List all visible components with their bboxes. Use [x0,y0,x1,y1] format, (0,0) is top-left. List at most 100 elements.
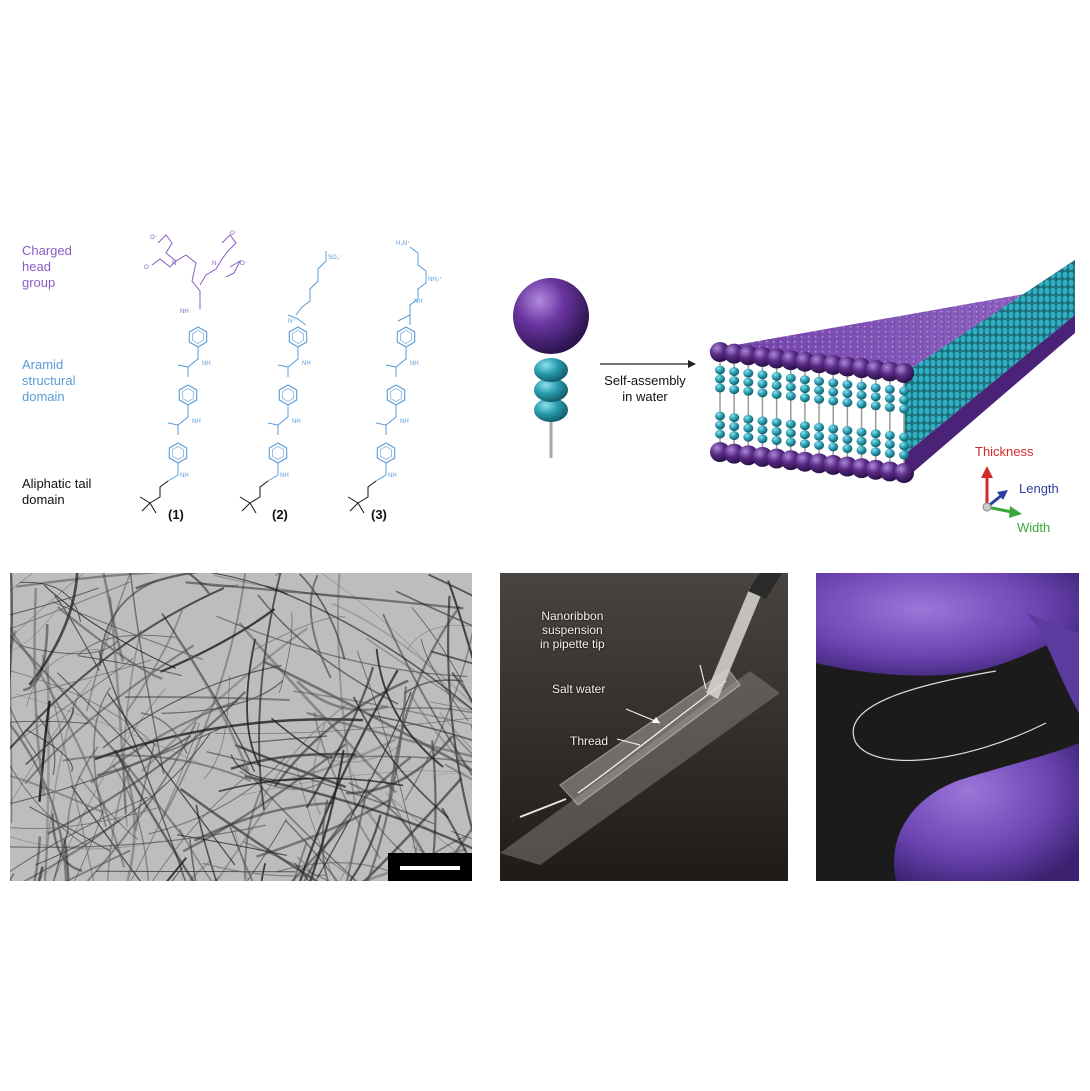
nanoribbon-fiber [238,770,327,790]
ribbon-bead [785,373,796,383]
nanoribbon-fiber [99,579,158,666]
ribbon-bead [743,414,754,424]
ribbon-bead [870,447,881,457]
nanoribbon-fiber [283,738,397,783]
atom-label: N⁺ [288,318,296,325]
nanoribbon-fiber [395,590,472,627]
nanoribbon-fiber [20,640,119,655]
atom-label: N [212,261,216,267]
nanoribbon-fiber [93,687,111,828]
nanoribbon-fiber [66,746,99,830]
pipette-tip [706,587,762,699]
ribbon-bead [828,433,839,443]
nanoribbon-fiber [387,605,461,809]
nanoribbon-fiber [112,764,150,881]
axes-indicator [981,466,1022,518]
atom-label: NH [192,419,201,425]
ribbon-bead [729,413,740,423]
nanoribbon-fiber [113,749,195,881]
nanoribbon-fiber [10,824,266,849]
nanoribbon-fiber [451,671,472,704]
ribbon-bead [757,379,768,389]
fiber-network [10,573,472,881]
slide-scene [500,573,788,881]
ribbon-bead [757,370,768,380]
nanoribbon-fiber [429,701,472,711]
nanoribbon-fiber [258,703,348,805]
ribbon-bead [785,391,796,401]
nanoribbon-fiber [238,622,397,794]
atom-label: NH₂⁺ [428,276,442,283]
ribbon-bead [884,430,895,440]
nanoribbon-fiber [362,777,463,881]
self-assembly-arrow [600,360,696,368]
nanoribbon-fiber [54,595,100,672]
nanoribbon-fiber [209,573,288,595]
nanoribbon-fiber [242,770,464,796]
nanoribbon-fiber [258,573,282,811]
ribbon-bead [884,384,895,394]
nanoribbon-fiber [290,820,350,881]
nanoribbon-fiber [78,655,182,677]
ribbon-bead [899,404,909,414]
ribbon-bead [842,389,853,399]
head-label-line-2: head [22,259,51,274]
nanoribbon-fiber [348,782,428,860]
nanoribbon-fiber [400,706,472,714]
nanoribbon-fiber [296,856,316,881]
ribbon-bead [757,388,768,398]
ribbon-bead [743,377,754,387]
nanoribbon-fiber [345,778,371,881]
ribbon-bead [771,389,782,399]
atom-label: NH [180,309,189,315]
ribbon-bead [856,445,867,455]
compound-3-structure: H₃N⁺ NH₂⁺ NH NH NH NH [347,240,442,514]
ribbon-bead [771,435,782,445]
nanoribbon-fiber [182,743,347,853]
nanoribbon-fiber [43,584,177,669]
nanoribbon-fiber [161,573,247,820]
upper-glove-finger [816,573,1079,676]
ribbon-bead [870,429,881,439]
nanoribbon-fiber [70,785,141,881]
nanoribbon-fiber [141,627,309,773]
nanoribbon-fiber [246,818,288,881]
nanoribbon-fiber [10,720,89,724]
nanoribbon-fiber [306,711,472,758]
nanoribbon-fiber [148,756,286,835]
nanoribbon-fiber [452,733,472,756]
atom-label: NH [302,361,311,367]
nanoribbon-fiber [215,796,275,881]
ribbon-bead [743,432,754,442]
ribbon-bead [842,426,853,436]
nanoribbon-fiber [368,714,472,742]
nanoribbon-fiber [57,606,163,680]
nanoribbon-fiber [234,829,249,881]
nanoribbon-fiber [260,863,267,881]
nanoribbon-fiber [64,849,131,881]
nanoribbon-fiber [203,675,230,780]
nanoribbon-fiber [10,796,148,872]
thread-line [577,680,727,794]
nanoribbon-fiber [10,728,220,804]
ribbon-bead [899,441,909,451]
nanoribbon-fiber [10,670,158,748]
nanoribbon-fiber [152,778,245,881]
ribbon-bead [771,417,782,427]
nanoribbon-fiber [230,754,310,781]
nanoribbon-fiber [10,573,33,592]
pipette-body [748,573,782,599]
nanoribbon-fiber [96,870,296,873]
ribbon-bead [785,382,796,392]
nanoribbon-fiber [170,841,183,881]
atom-label: SO₃⁻ [328,255,342,261]
head-label-line-3: group [22,275,56,290]
ribbon-bead [729,431,740,441]
ribbon-bead [842,380,853,390]
ribbon-bead [899,432,909,442]
atom-label: NH [400,419,409,425]
nanoribbon-fiber [273,679,409,788]
nanoribbon-fiber [285,820,339,881]
ribbon-head-bottom [894,463,914,483]
ribbon-bead [870,438,881,448]
